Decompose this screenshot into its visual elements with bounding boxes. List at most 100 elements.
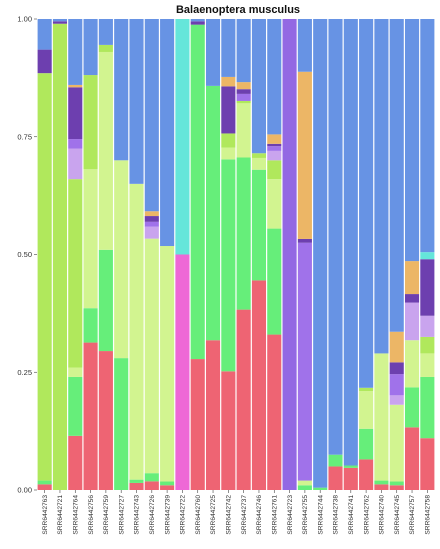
bar-segment-SRR6442737-s10 (236, 82, 251, 90)
bar-segment-SRR6442757-s11 (404, 19, 420, 262)
x-tick-label: SRR6442763 (42, 495, 49, 535)
x-tick-label: SRR6442739 (164, 495, 171, 535)
bar-segment-SRR6442761-s0 (267, 334, 282, 490)
bar-segment-SRR6442738-s11 (328, 19, 343, 455)
bar-segment-SRR6442761-s6 (267, 143, 282, 147)
x-tick-label: SRR6442759 (103, 495, 110, 535)
bars-layer (37, 19, 435, 491)
x-tick-label: SRR6442725 (210, 495, 217, 535)
bar-segment-SRR6442759-s0 (98, 351, 113, 490)
bar-segment-SRR6442759-s11 (98, 19, 113, 45)
bar-segment-SRR6442756-s1 (83, 308, 98, 343)
bar-segment-SRR6442763-s11 (37, 19, 52, 50)
bar-segment-SRR6442745-s0 (389, 485, 404, 490)
bar-segment-SRR6442764-s2 (68, 367, 83, 377)
bar-segment-SRR6442742-s2 (221, 147, 236, 160)
x-tick-label: SRR6442726 (149, 495, 156, 535)
bar-segment-SRR6442763-s0 (37, 484, 52, 490)
bar-segment-SRR6442756-s0 (83, 342, 98, 490)
bar-segment-SRR6442741-s0 (343, 467, 358, 490)
bar-segment-SRR6442764-s3 (68, 179, 83, 368)
bar-segment-SRR6442738-s0 (328, 466, 343, 490)
bar-segment-SRR6442760-s11 (190, 19, 205, 22)
y-axis: 0.00 0.25 0.50 0.75 1.00 (17, 15, 37, 495)
x-tick-label: SRR6442738 (333, 495, 340, 535)
bar-segment-SRR6442755-s6 (297, 238, 312, 243)
bar-segment-SRR6442756-s2 (83, 169, 98, 309)
bar-segment-SRR6442738-s1 (328, 454, 343, 467)
x-tick-label: SRR6442746 (256, 495, 263, 535)
bar-segment-SRR6442743-s0 (129, 482, 144, 490)
bar-segment-SRR6442744-s11 (313, 19, 328, 488)
bar-segment-SRR6442739-s11 (160, 19, 175, 247)
bar-segment-SRR6442739-s2 (160, 246, 175, 482)
bar-segment-SRR6442742-s11 (221, 19, 236, 77)
chart-title: Balaenoptera musculus (176, 4, 300, 16)
x-tick-label: SRR6442745 (394, 495, 401, 535)
bar-segment-SRR6442745-s1 (389, 481, 404, 486)
bar-segment-SRR6442745-s4 (389, 395, 404, 405)
bar-segment-SRR6442763-s1 (37, 480, 52, 485)
bar-segment-SRR6442758-s1 (420, 376, 435, 439)
bar-segment-SRR6442726-s4 (144, 226, 159, 239)
bar-segment-SRR6442727-s2 (114, 160, 129, 359)
y-tick-label: 0.00 (17, 486, 32, 495)
bar-segment-SRR6442761-s2 (267, 179, 282, 229)
y-tick-label: 0.50 (17, 250, 32, 259)
bar-segment-SRR6442746-s1 (251, 169, 267, 281)
bar-segment-SRR6442726-s11 (144, 19, 159, 212)
x-axis: SRR6442763 SRR6442721 SRR6442764 SRR6442756… (42, 490, 432, 535)
x-tick-label: SRR6442742 (226, 495, 233, 535)
bar-segment-SRR6442756-s11 (83, 19, 98, 76)
bar-segment-SRR6442755-s1 (297, 485, 312, 490)
bar-segment-SRR6442721-s11 (52, 19, 68, 22)
bar-segment-SRR6442737-s0 (236, 309, 251, 490)
x-tick-label: SRR6442722 (180, 495, 187, 535)
x-tick-label: SRR6442737 (241, 495, 248, 535)
bar-segment-SRR6442742-s10 (221, 76, 236, 87)
bar-segment-SRR6442760-s1 (190, 24, 205, 360)
bar-segment-SRR6442743-s1 (129, 479, 144, 483)
x-tick-label: SRR6442760 (195, 495, 202, 535)
bar-segment-SRR6442742-s3 (221, 133, 236, 148)
bar-segment-SRR6442757-s6 (404, 294, 420, 303)
bar-segment-SRR6442761-s4 (267, 150, 282, 161)
x-tick-label: SRR6442761 (271, 495, 278, 535)
bar-segment-SRR6442764-s11 (68, 19, 83, 85)
bar-segment-SRR6442740-s2 (374, 353, 389, 481)
bar-segment-SRR6442764-s6 (68, 87, 83, 140)
bar-segment-SRR6442745-s10 (389, 331, 404, 363)
x-tick-label: SRR6442744 (317, 495, 324, 535)
x-tick-label: SRR6442727 (118, 495, 125, 535)
bar-segment-SRR6442762-s3 (359, 387, 374, 392)
bar-segment-SRR6442725-s0 (205, 340, 221, 490)
bar-segment-SRR6442758-s0 (420, 438, 435, 490)
bar-segment-SRR6442762-s11 (359, 19, 374, 388)
bar-segment-SRR6442740-s11 (374, 19, 389, 354)
bar-segment-SRR6442746-s2 (251, 157, 267, 170)
bar-segment-SRR6442740-s1 (374, 480, 389, 485)
bar-segment-SRR6442723-s9 (282, 19, 297, 490)
bar-segment-SRR6442763-s3 (37, 73, 52, 481)
bar-segment-SRR6442740-s0 (374, 484, 389, 490)
bar-segment-SRR6442746-s11 (251, 19, 267, 154)
bar-segment-SRR6442759-s3 (98, 44, 113, 52)
bar-segment-SRR6442739-s0 (160, 485, 175, 490)
bar-segment-SRR6442722-s8 (175, 19, 190, 255)
x-tick-label: SRR6442723 (287, 495, 294, 535)
bar-segment-SRR6442745-s11 (389, 19, 404, 332)
bar-segment-SRR6442746-s3 (251, 153, 267, 158)
x-tick-label: SRR6442741 (348, 495, 355, 535)
bar-segment-SRR6442758-s3 (420, 336, 435, 354)
bar-segment-SRR6442764-s5 (68, 139, 83, 149)
bar-segment-SRR6442741-s11 (343, 19, 358, 466)
bar-segment-SRR6442739-s1 (160, 481, 175, 486)
bar-segment-SRR6442757-s0 (404, 427, 420, 490)
bar-segment-SRR6442745-s5 (389, 374, 404, 396)
x-tick-label: SRR6442758 (425, 495, 432, 535)
bar-segment-SRR6442761-s3 (267, 160, 282, 180)
bar-segment-SRR6442764-s10 (68, 84, 83, 88)
bar-segment-SRR6442725-s1 (205, 85, 221, 341)
bar-segment-SRR6442745-s2 (389, 404, 404, 482)
